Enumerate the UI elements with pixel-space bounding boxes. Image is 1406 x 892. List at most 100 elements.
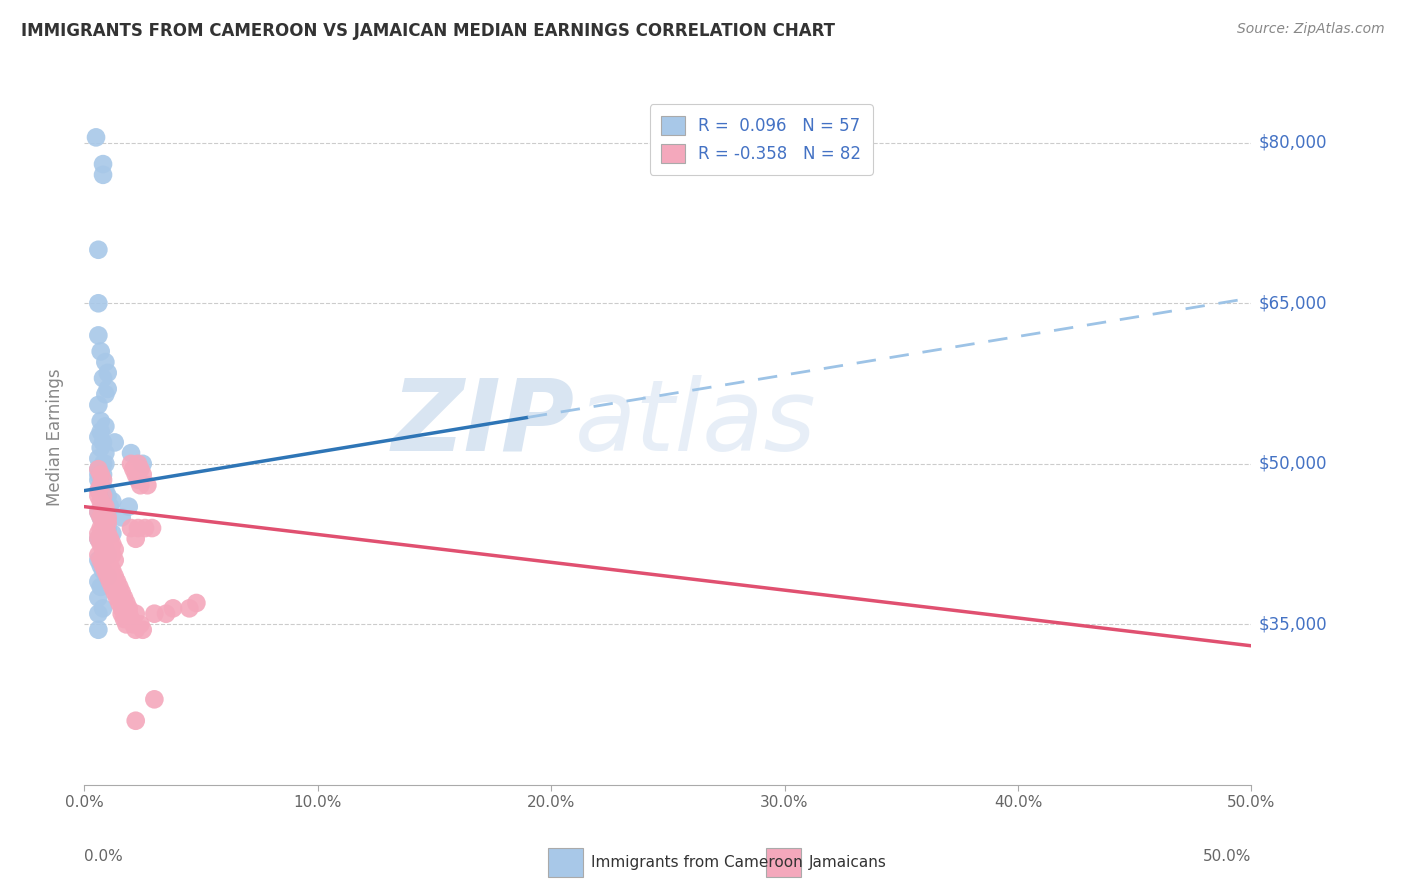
Point	[104, 542, 127, 557]
Point	[91, 505, 114, 519]
Point	[87, 607, 110, 621]
Point	[90, 553, 112, 567]
Text: $50,000: $50,000	[1258, 455, 1327, 473]
FancyBboxPatch shape	[766, 848, 801, 877]
Point	[87, 473, 110, 487]
Point	[132, 623, 155, 637]
Point	[97, 548, 120, 562]
Text: IMMIGRANTS FROM CAMEROON VS JAMAICAN MEDIAN EARNINGS CORRELATION CHART: IMMIGRANTS FROM CAMEROON VS JAMAICAN MED…	[21, 22, 835, 40]
Point	[87, 483, 110, 498]
Point	[91, 467, 114, 482]
Point	[87, 451, 110, 466]
Point	[101, 494, 124, 508]
Point	[94, 419, 117, 434]
Text: ZIP: ZIP	[391, 375, 575, 472]
Point	[132, 457, 155, 471]
Point	[97, 489, 120, 503]
Point	[94, 457, 117, 471]
Point	[91, 168, 114, 182]
Point	[118, 601, 141, 615]
Point	[90, 441, 112, 455]
Text: Jamaicans: Jamaicans	[808, 855, 886, 870]
Point	[90, 510, 112, 524]
Point	[94, 446, 117, 460]
Point	[87, 505, 110, 519]
Text: $35,000: $35,000	[1258, 615, 1327, 633]
Point	[94, 548, 117, 562]
Point	[125, 714, 148, 728]
Point	[90, 478, 112, 492]
Point	[97, 542, 120, 557]
Point	[91, 500, 114, 514]
Point	[90, 478, 112, 492]
Point	[129, 462, 152, 476]
Point	[127, 521, 149, 535]
Text: 0.0%: 0.0%	[84, 849, 124, 863]
Point	[104, 435, 127, 450]
Point	[90, 580, 112, 594]
Point	[98, 574, 121, 589]
Point	[122, 462, 145, 476]
Point	[101, 537, 124, 551]
Point	[87, 591, 110, 605]
Point	[143, 692, 166, 706]
Point	[125, 607, 148, 621]
Point	[87, 553, 110, 567]
Point	[87, 243, 110, 257]
Point	[94, 537, 117, 551]
Point	[97, 521, 120, 535]
Point	[90, 425, 112, 439]
Point	[90, 558, 112, 573]
Text: 50.0%: 50.0%	[1204, 849, 1251, 863]
Point	[97, 516, 120, 530]
Point	[90, 462, 112, 476]
Point	[90, 510, 112, 524]
Point	[125, 623, 148, 637]
Point	[94, 542, 117, 557]
Point	[91, 558, 114, 573]
Point	[104, 585, 127, 599]
Point	[94, 516, 117, 530]
Point	[94, 483, 117, 498]
Point	[91, 537, 114, 551]
Point	[143, 607, 166, 621]
Text: atlas: atlas	[575, 375, 815, 472]
Point	[91, 526, 114, 541]
Point	[91, 371, 114, 385]
Point	[87, 462, 110, 476]
Point	[91, 157, 114, 171]
Text: Immigrants from Cameroon: Immigrants from Cameroon	[591, 855, 803, 870]
Point	[111, 585, 134, 599]
Point	[87, 398, 110, 412]
Point	[97, 569, 120, 583]
Point	[129, 478, 152, 492]
Point	[87, 430, 110, 444]
Point	[125, 532, 148, 546]
Point	[97, 569, 120, 583]
Y-axis label: Median Earnings: Median Earnings	[45, 368, 63, 506]
Point	[115, 596, 138, 610]
Point	[87, 526, 110, 541]
Point	[87, 505, 110, 519]
Point	[90, 537, 112, 551]
Point	[104, 569, 127, 583]
Point	[122, 617, 145, 632]
Point	[87, 574, 110, 589]
Point	[90, 521, 112, 535]
Point	[94, 521, 117, 535]
Point	[94, 387, 117, 401]
Point	[91, 601, 114, 615]
Point	[94, 500, 117, 514]
Point	[108, 580, 131, 594]
Point	[91, 564, 114, 578]
Point	[141, 521, 163, 535]
Text: $65,000: $65,000	[1258, 294, 1327, 312]
Point	[87, 532, 110, 546]
Point	[155, 607, 177, 621]
Point	[129, 617, 152, 632]
Point	[98, 558, 121, 573]
Point	[108, 596, 131, 610]
Point	[87, 462, 110, 476]
Point	[120, 457, 142, 471]
Point	[101, 526, 124, 541]
